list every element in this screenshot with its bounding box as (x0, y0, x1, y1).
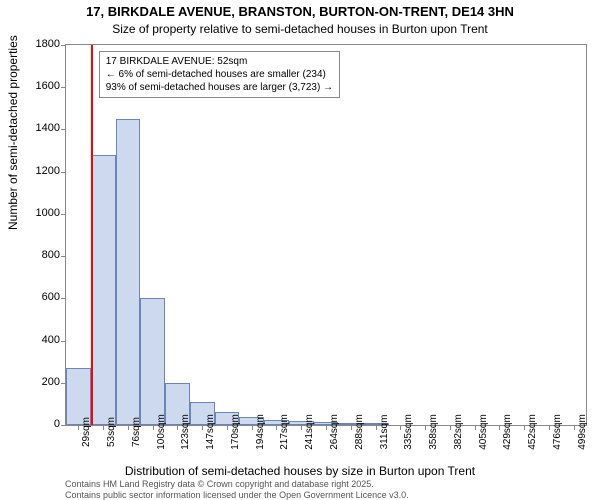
chart-subtitle: Size of property relative to semi-detach… (0, 22, 600, 36)
x-tick (276, 425, 277, 430)
x-tick-label: 194sqm (255, 414, 266, 450)
x-tick-label: 476sqm (552, 414, 563, 450)
x-tick-label: 335sqm (403, 414, 414, 450)
annotation-line: 17 BIRKDALE AVENUE: 52sqm (106, 55, 333, 68)
y-tick (61, 341, 66, 342)
y-tick (61, 298, 66, 299)
x-tick (499, 425, 500, 430)
plot-area: 17 BIRKDALE AVENUE: 52sqm← 6% of semi-de… (65, 44, 587, 426)
x-tick (400, 425, 401, 430)
property-marker-line (91, 45, 93, 425)
x-tick (326, 425, 327, 430)
y-tick (61, 45, 66, 46)
y-tick (61, 172, 66, 173)
x-tick-label: 147sqm (205, 414, 216, 450)
y-tick-label: 600 (42, 291, 60, 303)
y-tick (61, 214, 66, 215)
x-tick-label: 29sqm (81, 417, 92, 447)
x-tick-label: 499sqm (577, 414, 588, 450)
x-tick (450, 425, 451, 430)
x-tick (301, 425, 302, 430)
x-tick (252, 425, 253, 430)
y-tick (61, 129, 66, 130)
x-tick (524, 425, 525, 430)
x-tick (153, 425, 154, 430)
y-tick-label: 1600 (36, 80, 60, 92)
x-tick (128, 425, 129, 430)
histogram-bar (140, 298, 165, 425)
x-tick (425, 425, 426, 430)
x-axis-label: Distribution of semi-detached houses by … (0, 464, 600, 478)
x-tick (574, 425, 575, 430)
y-axis-label: Number of semi-detached properties (6, 35, 20, 230)
histogram-bar (116, 119, 141, 425)
x-tick-label: 170sqm (230, 414, 241, 450)
y-tick (61, 425, 66, 426)
x-tick (202, 425, 203, 430)
y-tick-label: 800 (42, 249, 60, 261)
annotation-line: 93% of semi-detached houses are larger (… (106, 81, 333, 94)
x-tick-label: 76sqm (131, 417, 142, 447)
histogram-bar (91, 155, 116, 425)
x-tick-label: 429sqm (502, 414, 513, 450)
y-tick-label: 0 (54, 418, 60, 430)
x-tick (227, 425, 228, 430)
x-tick-label: 405sqm (478, 414, 489, 450)
x-tick-label: 452sqm (527, 414, 538, 450)
y-tick-label: 1800 (36, 38, 60, 50)
chart-title: 17, BIRKDALE AVENUE, BRANSTON, BURTON-ON… (0, 4, 600, 19)
y-tick-label: 1000 (36, 207, 60, 219)
x-tick (177, 425, 178, 430)
x-tick-label: 311sqm (379, 415, 390, 450)
chart-container: 17, BIRKDALE AVENUE, BRANSTON, BURTON-ON… (0, 0, 600, 500)
x-tick (78, 425, 79, 430)
y-tick (61, 87, 66, 88)
x-tick (376, 425, 377, 430)
x-tick (351, 425, 352, 430)
x-tick (475, 425, 476, 430)
y-tick-label: 400 (42, 334, 60, 346)
y-tick-label: 1200 (36, 165, 60, 177)
y-tick-label: 200 (42, 376, 60, 388)
x-tick-label: 123sqm (180, 414, 191, 450)
annotation-box: 17 BIRKDALE AVENUE: 52sqm← 6% of semi-de… (99, 51, 340, 98)
x-tick-label: 358sqm (428, 414, 439, 450)
attribution-line-2: Contains public sector information licen… (65, 490, 409, 500)
attribution-line-1: Contains HM Land Registry data © Crown c… (65, 479, 374, 489)
x-tick (103, 425, 104, 430)
x-tick-label: 53sqm (106, 417, 117, 447)
x-tick (549, 425, 550, 430)
y-tick-label: 1400 (36, 122, 60, 134)
x-tick-label: 241sqm (304, 414, 315, 450)
x-tick-label: 100sqm (156, 414, 167, 450)
annotation-line: ← 6% of semi-detached houses are smaller… (106, 68, 333, 81)
x-tick-label: 217sqm (279, 414, 290, 450)
x-tick-label: 382sqm (453, 414, 464, 450)
y-tick (61, 256, 66, 257)
x-tick-label: 288sqm (354, 414, 365, 450)
x-tick-label: 264sqm (329, 414, 340, 450)
